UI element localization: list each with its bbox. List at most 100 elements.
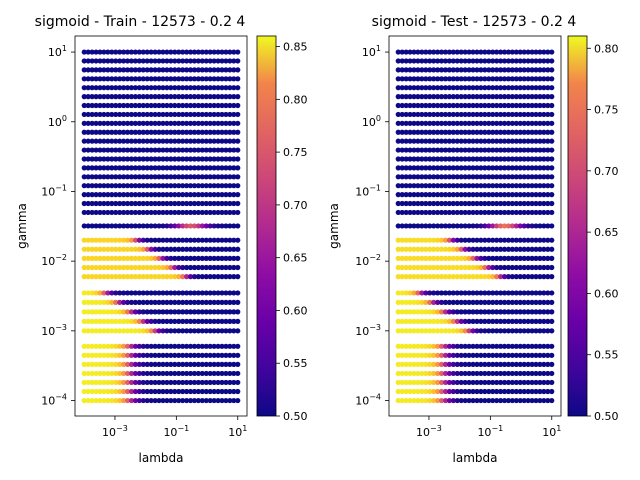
data-point	[203, 49, 209, 55]
data-point	[187, 111, 194, 118]
data-point	[466, 200, 472, 207]
data-point	[509, 67, 515, 73]
data-point	[121, 111, 127, 118]
data-point	[521, 102, 527, 109]
data-point	[407, 397, 413, 404]
data-point	[164, 174, 170, 180]
data-point	[105, 138, 111, 144]
data-point	[407, 318, 413, 324]
data-point	[458, 165, 464, 171]
data-point	[525, 58, 531, 64]
data-point	[458, 183, 464, 189]
data-point	[541, 370, 547, 377]
data-point	[427, 111, 433, 118]
data-point	[497, 147, 504, 153]
data-point	[549, 192, 555, 198]
data-point	[521, 343, 527, 349]
data-point	[180, 156, 186, 162]
data-point	[195, 67, 201, 73]
data-point	[176, 138, 182, 144]
data-point	[105, 165, 111, 171]
data-point	[113, 111, 119, 118]
data-point	[152, 147, 158, 153]
data-point	[501, 237, 508, 243]
data-point	[478, 237, 484, 243]
data-point	[85, 58, 91, 64]
colorbar-tick-label: 0.55	[594, 349, 619, 362]
data-point	[470, 264, 476, 271]
data-point	[231, 67, 237, 73]
data-point	[486, 76, 492, 82]
data-point	[466, 246, 472, 252]
data-point	[187, 246, 194, 252]
data-point	[427, 255, 433, 261]
data-point	[470, 94, 476, 100]
data-point	[199, 309, 205, 315]
data-point	[470, 192, 476, 198]
data-point	[101, 237, 107, 243]
data-point	[172, 299, 178, 305]
data-point	[549, 328, 555, 334]
data-point	[101, 388, 107, 395]
data-point	[128, 299, 135, 305]
data-point	[191, 397, 198, 404]
data-point	[478, 183, 484, 189]
data-point	[509, 192, 515, 198]
data-point	[525, 223, 531, 229]
data-point	[235, 174, 241, 180]
data-point	[454, 352, 460, 358]
data-point	[438, 165, 445, 171]
data-point	[105, 76, 111, 82]
data-point	[203, 192, 209, 198]
data-point	[486, 49, 492, 55]
data-point	[419, 343, 425, 349]
data-point	[97, 192, 103, 198]
data-point	[81, 246, 87, 252]
data-point	[227, 255, 233, 261]
data-point	[140, 49, 146, 55]
data-point	[454, 343, 460, 349]
data-point	[168, 255, 174, 261]
data-point	[454, 223, 460, 229]
data-point	[168, 290, 174, 296]
data-point	[101, 129, 107, 135]
data-point	[462, 223, 468, 229]
data-point	[486, 370, 492, 377]
data-point	[128, 174, 135, 180]
data-point	[105, 129, 111, 135]
data-point	[136, 156, 142, 162]
data-point	[533, 379, 539, 386]
data-point	[501, 246, 508, 252]
data-point	[442, 318, 449, 324]
data-point	[478, 246, 484, 252]
data-point	[128, 290, 135, 296]
data-point	[466, 264, 472, 271]
data-point	[89, 138, 95, 144]
data-point	[431, 129, 437, 135]
data-point	[152, 255, 158, 261]
data-point	[513, 156, 519, 162]
data-point	[113, 318, 119, 324]
data-point	[525, 246, 531, 252]
data-point	[458, 58, 464, 64]
data-point	[207, 192, 213, 198]
data-point	[419, 192, 425, 198]
data-point	[128, 138, 135, 144]
data-point	[509, 58, 515, 64]
data-point	[85, 200, 91, 207]
data-point	[501, 274, 508, 280]
data-point	[113, 94, 119, 100]
data-point	[156, 328, 162, 334]
data-point	[93, 76, 99, 82]
data-point	[517, 397, 523, 404]
data-point	[164, 192, 170, 198]
data-point	[136, 111, 142, 118]
data-point	[541, 94, 547, 100]
data-point	[486, 379, 492, 386]
data-point	[454, 255, 460, 261]
data-point	[97, 147, 103, 153]
data-point	[93, 200, 99, 207]
data-point	[128, 361, 135, 367]
data-point	[203, 379, 209, 386]
data-point	[113, 138, 119, 144]
